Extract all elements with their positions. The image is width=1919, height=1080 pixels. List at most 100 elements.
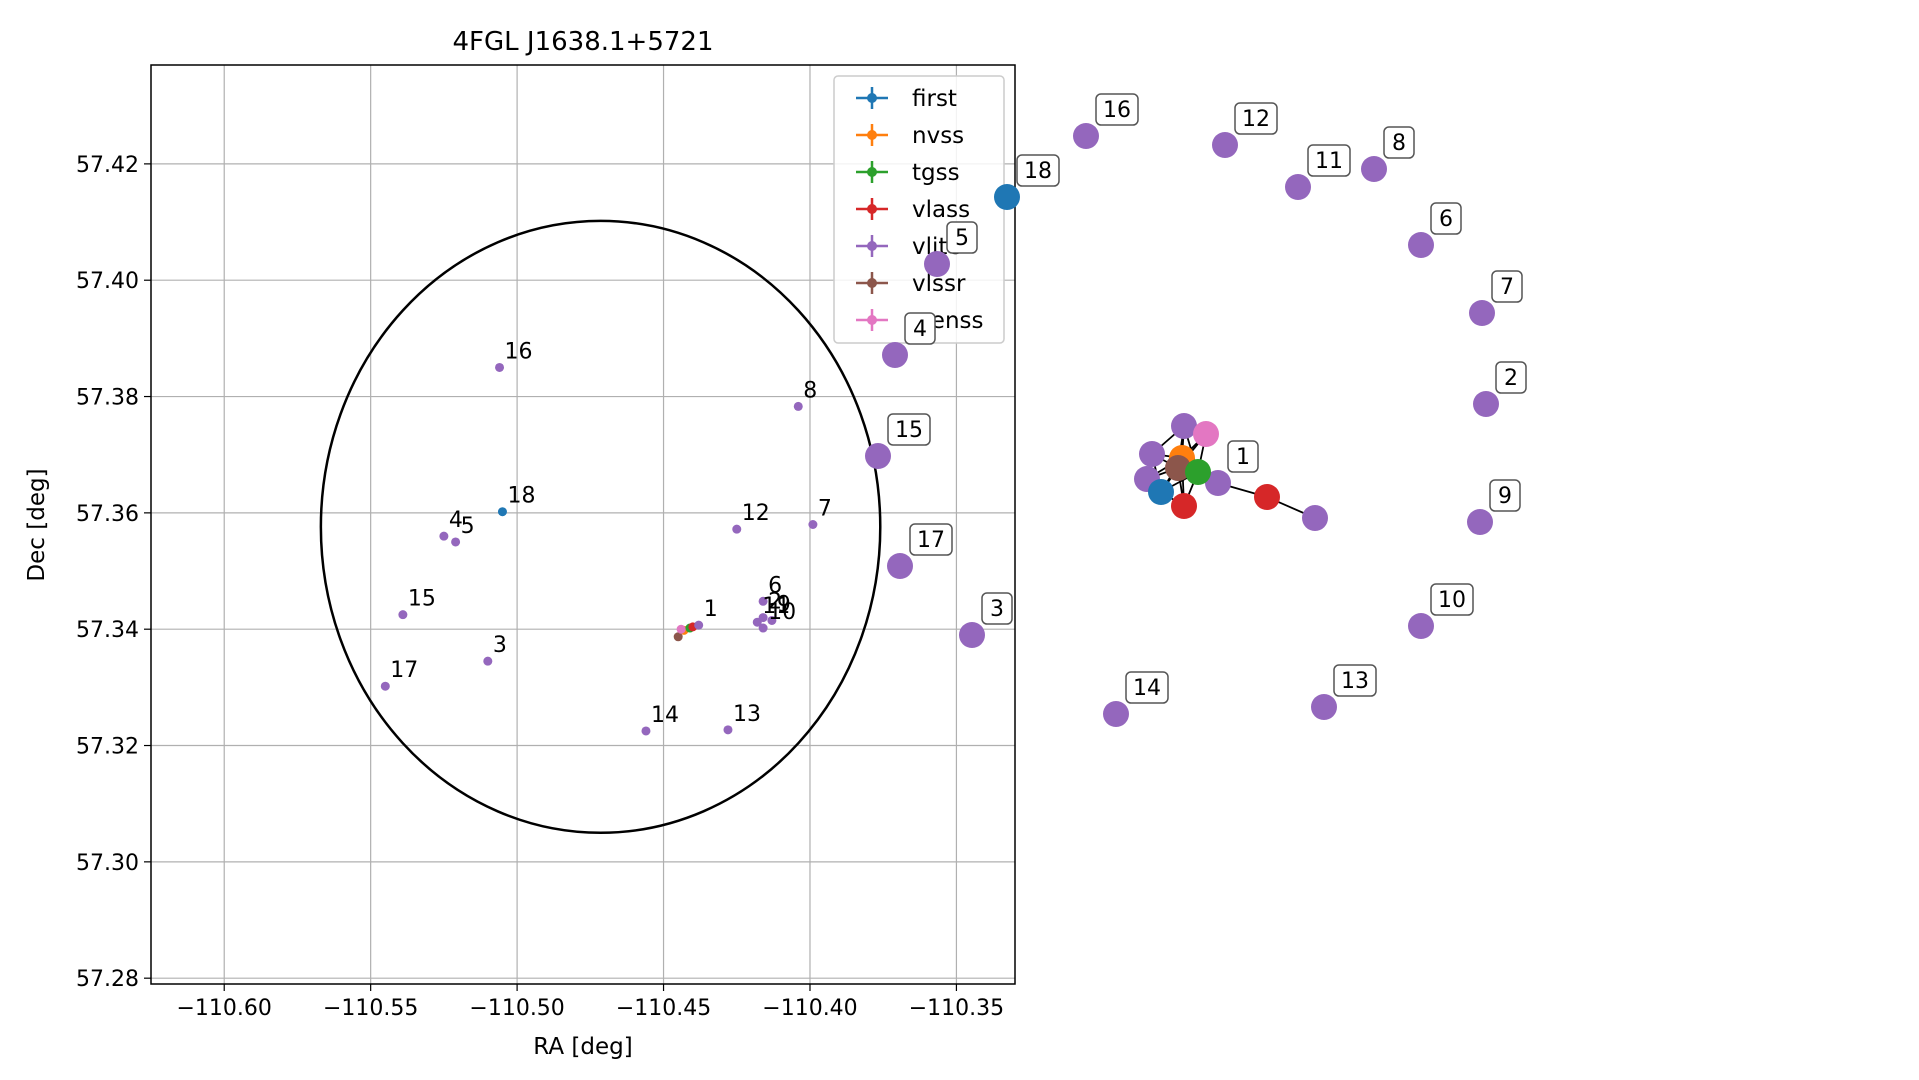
network-node	[924, 251, 950, 277]
label-box	[1430, 583, 1474, 616]
point-label: 18	[507, 484, 535, 509]
point-label: 6	[768, 573, 782, 598]
data-point-vlite	[451, 537, 461, 547]
network-node-label: 10	[1430, 583, 1474, 616]
y-tick-label: 57.38	[76, 386, 139, 411]
network-node	[1302, 505, 1328, 531]
label-box	[1125, 671, 1169, 704]
legend-entry-tgss: tgss	[856, 160, 960, 186]
network-node	[1473, 391, 1499, 417]
network-node	[1165, 455, 1191, 481]
y-tick-label: 57.40	[76, 269, 139, 294]
network-node	[1103, 701, 1129, 727]
network-node	[1469, 300, 1495, 326]
data-point-vlite	[483, 656, 493, 666]
x-tick-label: −110.40	[762, 996, 857, 1021]
network-node-label: 17	[909, 523, 953, 556]
point-label: 16	[505, 339, 533, 364]
network-node-label: 2	[1495, 361, 1527, 394]
y-tick-label: 57.42	[76, 153, 139, 178]
point-label: 8	[803, 378, 817, 403]
x-tick-label: −110.35	[909, 996, 1004, 1021]
label-text: 1	[1236, 445, 1250, 470]
label-text: 5	[955, 226, 969, 251]
label-box	[1489, 479, 1521, 512]
point-label: 14	[651, 703, 679, 728]
point-label: 5	[461, 514, 475, 539]
legend-label: vlass	[912, 197, 970, 223]
network-node-label: 14	[1125, 671, 1169, 704]
network-node	[959, 622, 985, 648]
network-node-label: 1	[1227, 440, 1259, 473]
network-node-label: 18	[1016, 154, 1060, 187]
data-point-vlite	[752, 617, 762, 627]
point-label: 13	[733, 702, 761, 727]
network-node	[1254, 484, 1280, 510]
label-text: 10	[1438, 588, 1466, 613]
network-node-label: 8	[1383, 126, 1415, 159]
data-point-vlite	[380, 681, 390, 691]
label-box	[981, 592, 1013, 625]
legend-label: tgss	[912, 160, 960, 186]
y-tick-label: 57.34	[76, 618, 139, 643]
network-node	[1408, 613, 1434, 639]
network-node	[1073, 123, 1099, 149]
label-box	[1383, 126, 1415, 159]
network-node	[994, 184, 1020, 210]
legend-marker-dot	[867, 315, 877, 325]
data-point-vlite	[398, 610, 408, 620]
legend-marker-dot	[867, 93, 877, 103]
legend-marker-dot	[867, 278, 877, 288]
y-tick-label: 57.32	[76, 735, 139, 760]
y-tick-label: 57.28	[76, 967, 139, 992]
point-label: 15	[408, 587, 436, 612]
x-tick-label: −110.50	[469, 996, 564, 1021]
label-text: 17	[917, 528, 945, 553]
legend-label: nvss	[912, 123, 964, 149]
legend-entry-nvss: nvss	[856, 123, 964, 149]
label-box	[909, 523, 953, 556]
legend-marker-dot	[867, 167, 877, 177]
label-box	[904, 312, 936, 345]
point-label: 17	[390, 658, 418, 683]
data-point-vlite	[758, 623, 768, 633]
network-node-label: 13	[1333, 664, 1377, 697]
network-node-label: 15	[887, 413, 931, 446]
data-point-wenss	[676, 624, 686, 634]
data-point-vlite	[641, 726, 651, 736]
label-text: 12	[1242, 107, 1270, 132]
data-point-vlite	[808, 520, 818, 529]
network-node-label: 9	[1489, 479, 1521, 512]
network-node	[1311, 694, 1337, 720]
network-node-label: 3	[981, 592, 1013, 625]
legend-marker-dot	[867, 130, 877, 140]
network-nodes	[865, 123, 1499, 727]
network-node-label: 16	[1095, 93, 1139, 126]
point-label: 9	[777, 592, 791, 617]
network-node-label: 7	[1491, 270, 1523, 303]
point-label: 2	[768, 590, 782, 615]
point-label: 10	[768, 600, 796, 625]
data-point-vlite	[439, 531, 449, 541]
x-tick-label: −110.45	[616, 996, 711, 1021]
network-node	[887, 553, 913, 579]
network-node	[1139, 441, 1165, 467]
data-point-vlssr	[673, 632, 683, 642]
label-text: 11	[1315, 149, 1343, 174]
data-point-vlite	[767, 615, 777, 625]
x-tick-label: −110.60	[177, 996, 272, 1021]
network-node	[1171, 413, 1197, 439]
network-node-label: 12	[1234, 102, 1278, 135]
network-node	[1212, 132, 1238, 158]
network-node	[1148, 479, 1174, 505]
network-node	[865, 443, 891, 469]
network-node-label: 11	[1307, 144, 1351, 177]
label-text: 15	[895, 418, 923, 443]
legend-entry-vlass: vlass	[856, 197, 970, 223]
label-box	[1495, 361, 1527, 394]
